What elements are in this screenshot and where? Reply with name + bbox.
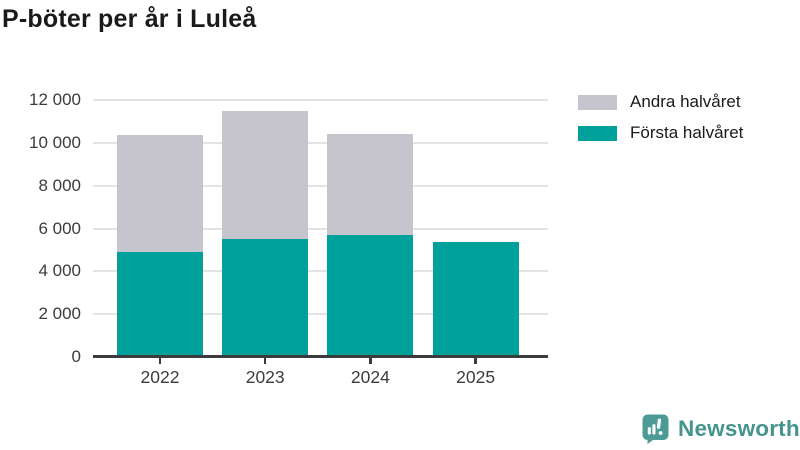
bar-segment-2023-första: [222, 238, 309, 357]
bar-segment-2024-andra: [327, 133, 414, 236]
y-tick-label: 12 000: [29, 90, 81, 109]
gridline: [93, 99, 548, 101]
x-axis-tick: [263, 358, 267, 364]
legend: Andra halvåret Första halvåret: [578, 92, 743, 143]
x-axis-tick: [158, 358, 162, 364]
newsworthy-logo: Newsworthy: [642, 414, 800, 444]
x-tick-label: 2023: [245, 367, 285, 387]
y-tick-label: 6 000: [38, 218, 81, 238]
y-tick-label: 2 000: [38, 304, 81, 324]
y-tick-label: 8 000: [38, 175, 81, 195]
gridline: [93, 270, 548, 273]
x-tick-label: 2024: [350, 367, 390, 387]
newsworthy-wordmark: Newsworthy: [678, 416, 800, 441]
bar-segment-2022-första: [117, 251, 203, 357]
y-tick-label: 0: [71, 347, 81, 366]
x-axis-tick: [369, 358, 372, 364]
bar-segment-2023-andra: [222, 110, 309, 239]
bar-segment-2025-första: [432, 241, 519, 357]
bar-segment-2022-andra: [117, 135, 203, 252]
chart-title: P-böter per år i Luleå: [2, 5, 257, 33]
gridline: [93, 227, 548, 230]
legend-item-forsta-halvaret: Första halvåret: [578, 123, 743, 143]
legend-label: Första halvåret: [630, 123, 744, 142]
gridline: [93, 313, 548, 316]
legend-swatch-forsta: [578, 125, 617, 141]
gridline: [93, 184, 548, 187]
y-tick-label: 10 000: [29, 132, 81, 152]
y-tick-label: 4 000: [38, 261, 81, 281]
bar-segment-2024-första: [327, 235, 414, 357]
plot-area: 0 2 000 4 000 6 000 8 000 10 000 12 000 2022 202…: [29, 90, 548, 387]
legend-swatch-andra: [578, 94, 617, 110]
x-tick-label: 2025: [456, 367, 496, 387]
gridline: [93, 141, 548, 144]
x-axis-tick: [474, 358, 477, 364]
x-tick-label: 2022: [140, 367, 180, 387]
legend-item-andra-halvaret: Andra halvåret: [578, 92, 743, 112]
newsworthy-speech-bubble-icon: [642, 414, 669, 444]
legend-label: Andra halvåret: [630, 92, 741, 111]
x-axis-line: [93, 355, 548, 358]
